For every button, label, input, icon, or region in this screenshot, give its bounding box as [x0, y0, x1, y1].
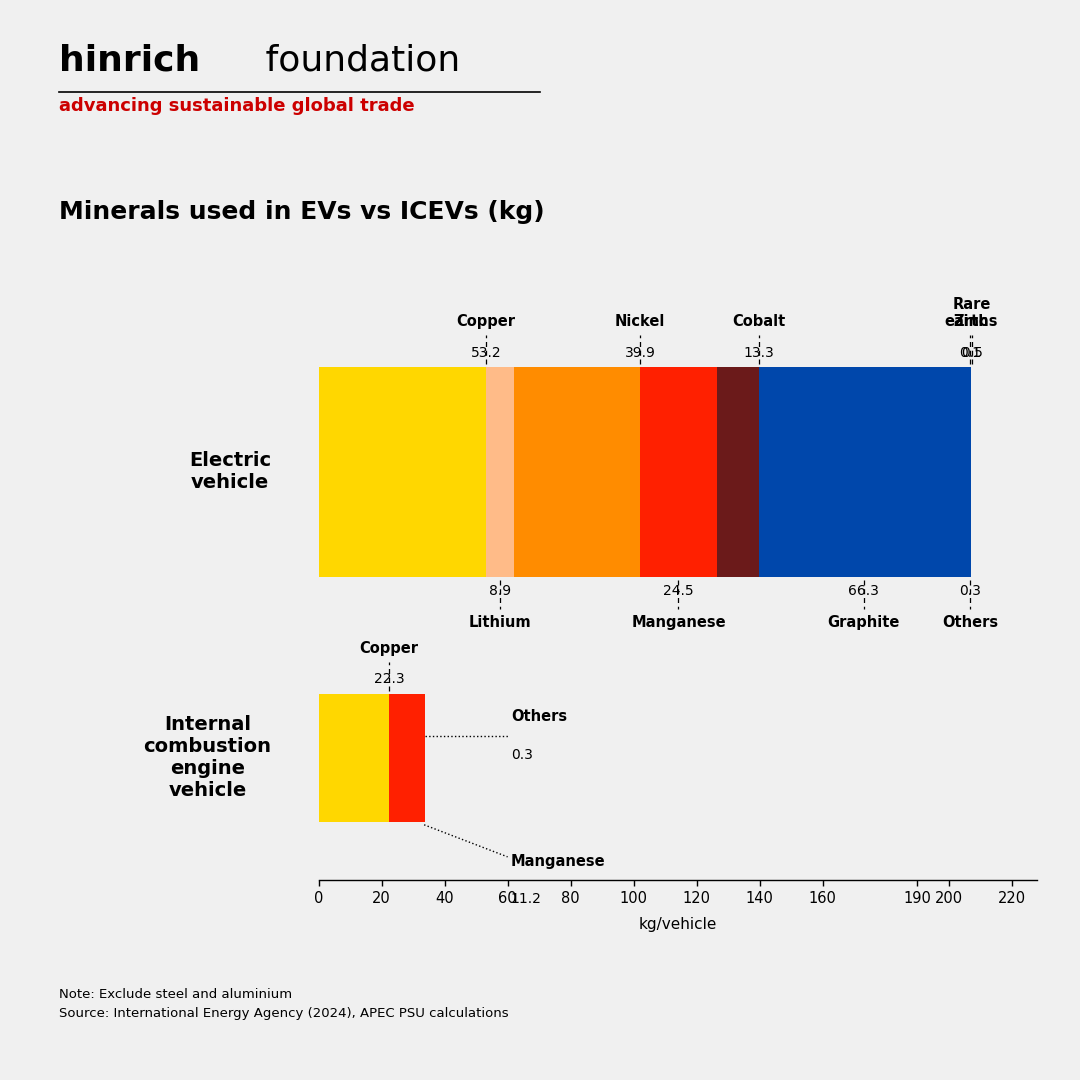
Text: Internal
combustion
engine
vehicle: Internal combustion engine vehicle: [144, 715, 271, 800]
Text: Manganese: Manganese: [631, 615, 726, 630]
Text: Copper: Copper: [360, 640, 418, 656]
Text: Nickel: Nickel: [615, 314, 665, 329]
Text: 53.2: 53.2: [471, 329, 501, 360]
Text: Manganese: Manganese: [511, 853, 606, 868]
Text: 39.9: 39.9: [624, 329, 656, 360]
Text: Copper: Copper: [457, 314, 515, 329]
Text: 0.1: 0.1: [959, 329, 982, 360]
X-axis label: kg/vehicle: kg/vehicle: [638, 917, 717, 932]
Text: Others: Others: [511, 710, 567, 725]
Text: Cobalt: Cobalt: [732, 314, 785, 329]
Text: 66.3: 66.3: [848, 584, 879, 615]
Text: Electric
vehicle: Electric vehicle: [189, 451, 271, 492]
Text: Lithium: Lithium: [469, 615, 531, 630]
Text: 24.5: 24.5: [663, 584, 693, 615]
Text: hinrich: hinrich: [59, 43, 201, 77]
Text: 11.2: 11.2: [511, 892, 542, 906]
Text: Others: Others: [943, 615, 999, 630]
Text: Graphite: Graphite: [827, 615, 900, 630]
Text: 13.3: 13.3: [744, 329, 774, 360]
Text: Minerals used in EVs vs ICEVs (kg): Minerals used in EVs vs ICEVs (kg): [59, 200, 545, 224]
Text: 22.3: 22.3: [374, 657, 404, 687]
Text: Rare
earths: Rare earths: [945, 297, 998, 329]
Text: 8.9: 8.9: [489, 584, 511, 615]
Text: 0.5: 0.5: [960, 329, 983, 360]
Text: Note: Exclude steel and aluminium
Source: International Energy Agency (2024), AP: Note: Exclude steel and aluminium Source…: [59, 988, 509, 1021]
Text: Zinc: Zinc: [953, 314, 987, 329]
Text: 0.3: 0.3: [959, 584, 982, 615]
Text: foundation: foundation: [254, 43, 460, 77]
Text: 0.3: 0.3: [511, 747, 532, 761]
Text: advancing sustainable global trade: advancing sustainable global trade: [59, 97, 415, 116]
